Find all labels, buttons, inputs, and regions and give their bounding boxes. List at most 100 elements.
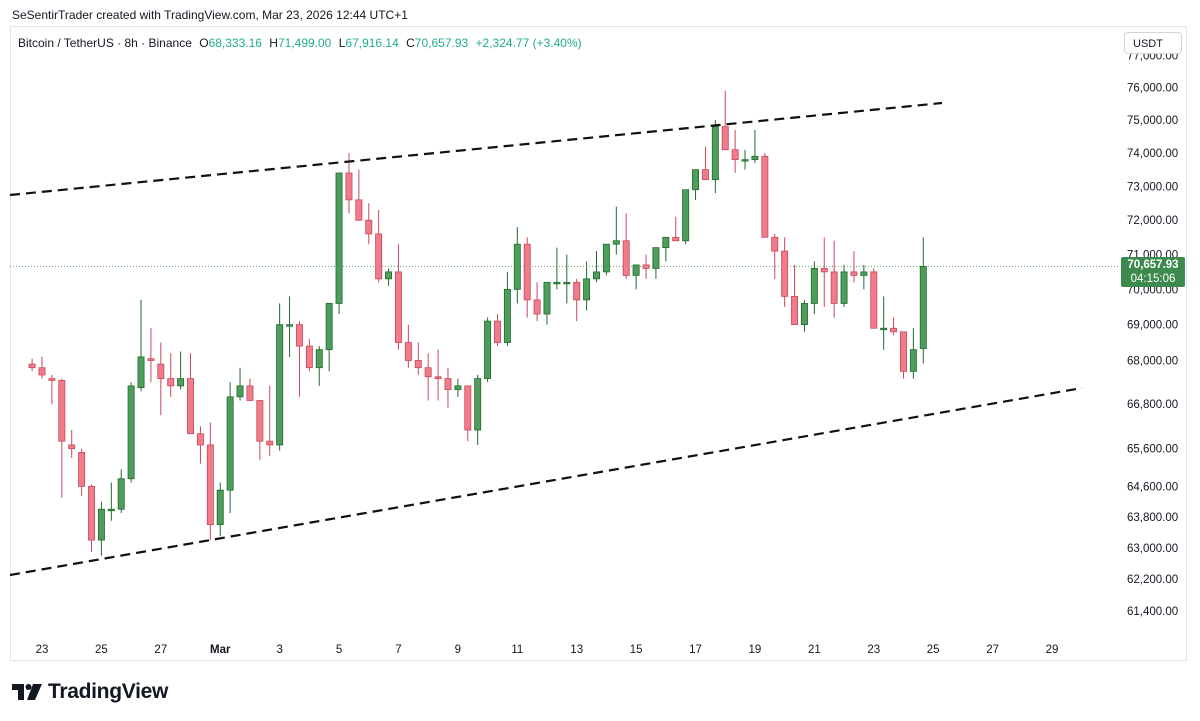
x-tick-label: 25 [927, 644, 940, 656]
candle-body [256, 400, 264, 442]
candle-body [593, 271, 600, 280]
candle-body [375, 233, 383, 280]
y-tick-label: 75,000.00 [1127, 115, 1178, 127]
candle-body [622, 240, 630, 276]
candle-body [692, 169, 699, 191]
candle-body [68, 444, 76, 450]
x-tick-label: 23 [867, 644, 880, 656]
candle-body [454, 385, 462, 390]
candle-body [127, 385, 135, 480]
bar-countdown: 04:15:06 [1130, 273, 1176, 285]
y-tick-label: 64,600.00 [1127, 481, 1178, 493]
currency-selector[interactable]: USDT [1124, 32, 1182, 54]
candle-body [652, 247, 660, 269]
candle-body [850, 271, 858, 276]
tradingview-logo[interactable]: TradingView [12, 680, 168, 704]
candle-body [325, 303, 333, 351]
candle-body [484, 320, 492, 379]
candle-body [761, 155, 769, 238]
candle-body [919, 265, 927, 349]
candle-body [295, 324, 303, 347]
candle-body [395, 271, 402, 343]
candle-body [612, 240, 620, 245]
candle-body [711, 126, 719, 181]
candle-body [494, 320, 501, 343]
candle-body [147, 358, 155, 361]
candle-body [751, 155, 759, 161]
candle-body [900, 331, 907, 372]
x-tick-label: 19 [749, 644, 762, 656]
candle-body [276, 324, 284, 446]
change-value: +2,324.77 (+3.40%) [475, 36, 582, 50]
candle-body [414, 360, 422, 369]
candle-body [404, 342, 412, 361]
symbol-label[interactable]: Bitcoin / TetherUS · 8h · Binance [18, 36, 192, 50]
y-tick-label: 72,000.00 [1127, 215, 1178, 227]
y-tick-label: 74,000.00 [1127, 148, 1178, 160]
x-tick-label: 3 [276, 644, 282, 656]
candle-body [800, 303, 808, 326]
candle-body [78, 451, 86, 487]
candle-body [701, 169, 709, 181]
x-tick-label: 11 [511, 644, 523, 656]
x-tick-label: 23 [36, 644, 49, 656]
y-tick-label: 65,600.00 [1127, 444, 1178, 456]
lower-trendline [9, 386, 1083, 577]
candle-body [107, 508, 115, 512]
candle-body [157, 363, 165, 379]
chart-frame [10, 26, 1187, 661]
candle-body [820, 268, 828, 273]
x-tick-label: Mar [210, 644, 231, 656]
candle-body [662, 236, 670, 249]
candle-body [672, 236, 680, 242]
y-tick-label: 66,800.00 [1127, 399, 1178, 411]
x-tick-label: 27 [986, 644, 999, 656]
candle-body [583, 278, 591, 301]
candle-body [177, 378, 185, 387]
x-tick-label: 21 [808, 644, 821, 656]
candle-body [226, 396, 234, 491]
close-value: 70,657.93 [414, 36, 469, 50]
candle-body [88, 485, 95, 541]
candle-body [731, 149, 739, 161]
y-tick-label: 62,200.00 [1127, 574, 1178, 586]
last-price-badge: 70,657.93 04:15:06 [1121, 257, 1185, 287]
candle-body [464, 385, 472, 431]
candle-body [187, 378, 194, 435]
y-tick-label: 73,000.00 [1127, 181, 1178, 193]
x-tick-label: 25 [95, 644, 108, 656]
open-label: O [199, 36, 209, 50]
ohlc-legend: Bitcoin / TetherUS · 8h · Binance O68,33… [18, 36, 582, 50]
candle-body [721, 126, 729, 151]
candle-body [513, 243, 521, 290]
high-value: 71,499.00 [277, 36, 332, 50]
x-tick-label: 15 [630, 644, 643, 656]
candle-body [642, 264, 650, 269]
candle-body [335, 172, 343, 304]
candle-body [830, 271, 838, 304]
candle-body [682, 189, 690, 242]
upper-trendline [9, 101, 943, 197]
candle-body [602, 243, 610, 273]
candle-body [345, 172, 353, 201]
candle-body [117, 478, 125, 510]
x-tick-label: 7 [395, 644, 401, 656]
candle-body [741, 159, 749, 162]
candle-body [216, 489, 224, 526]
candle-body [58, 380, 66, 442]
candle-body [474, 378, 482, 431]
candle-body [196, 433, 204, 446]
candle-body [385, 271, 393, 280]
candle-body [840, 271, 848, 304]
y-tick-label: 76,000.00 [1127, 83, 1178, 95]
candle-body [48, 378, 56, 381]
candle-body [38, 367, 46, 376]
chart-credit: SeSentirTrader created with TradingView.… [12, 8, 408, 22]
candle-body [355, 199, 363, 221]
close-label: C [406, 36, 415, 50]
candle-body [365, 219, 373, 235]
candle-body [880, 327, 888, 331]
y-tick-label: 63,000.00 [1127, 543, 1178, 555]
x-tick-label: 17 [689, 644, 702, 656]
